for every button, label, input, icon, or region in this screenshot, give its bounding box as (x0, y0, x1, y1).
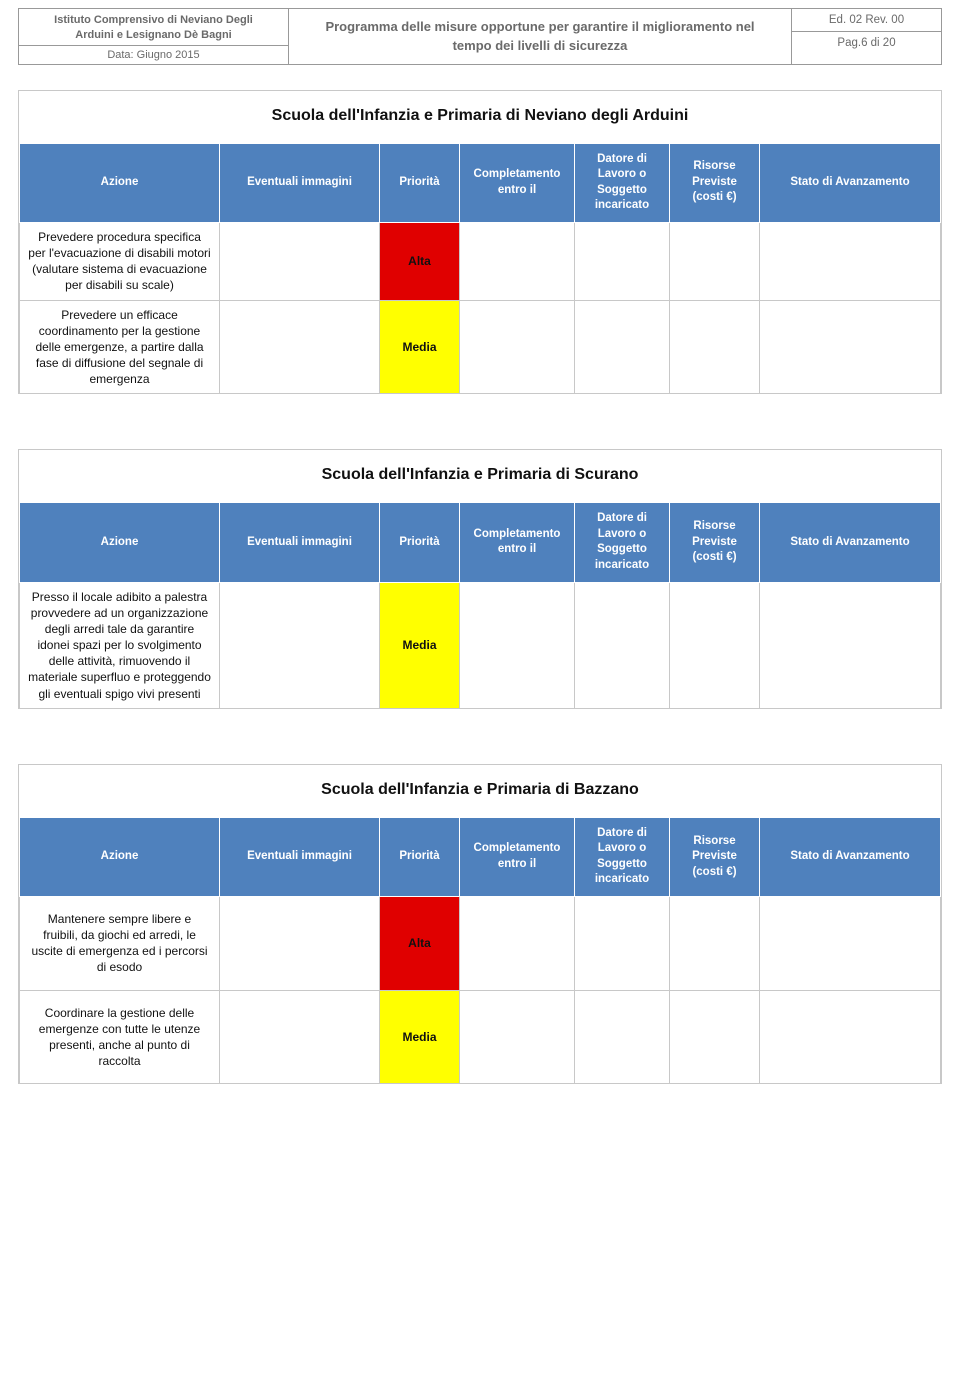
section-card: Scuola dell'Infanzia e Primaria di Bazza… (18, 764, 942, 1085)
hdr-org-line1: Istituto Comprensivo di Neviano Degli (54, 14, 253, 26)
col-completamento-header: Completamento entro il (460, 817, 575, 896)
cell-immagini (220, 990, 380, 1084)
hdr-meta: Ed. 02 Rev. 00 Pag.6 di 20 (791, 9, 941, 64)
col-priorita-header: Priorità (380, 503, 460, 582)
col-datore-header: Datore di Lavoro o Soggetto incaricato (575, 143, 670, 222)
cell-stato (760, 582, 941, 708)
col-azione-header: Azione (20, 817, 220, 896)
cell-completamento (460, 582, 575, 708)
col-azione-header: Azione (20, 143, 220, 222)
cell-risorse (670, 582, 760, 708)
cell-risorse (670, 300, 760, 394)
cell-risorse (670, 896, 760, 990)
col-priorita-header: Priorità (380, 817, 460, 896)
cell-datore (575, 300, 670, 394)
cell-azione: Coordinare la gestione delle emergenze c… (20, 990, 220, 1084)
cell-stato (760, 896, 941, 990)
col-completamento-header: Completamento entro il (460, 503, 575, 582)
col-immagini-header: Eventuali immagini (220, 503, 380, 582)
cell-datore (575, 896, 670, 990)
col-immagini-header: Eventuali immagini (220, 817, 380, 896)
cell-completamento (460, 896, 575, 990)
col-immagini-header: Eventuali immagini (220, 143, 380, 222)
col-azione-header: Azione (20, 503, 220, 582)
col-risorse-header: Risorse Previste (costi €) (670, 503, 760, 582)
col-datore-header: Datore di Lavoro o Soggetto incaricato (575, 503, 670, 582)
cell-azione: Prevedere procedura specifica per l'evac… (20, 222, 220, 300)
cell-priorita: Media (380, 582, 460, 708)
section-title: Scuola dell'Infanzia e Primaria di Bazza… (19, 764, 941, 817)
hdr-date: Data: Giugno 2015 (19, 46, 288, 64)
col-risorse-header: Risorse Previste (costi €) (670, 143, 760, 222)
col-priorita-header: Priorità (380, 143, 460, 222)
cell-stato (760, 222, 941, 300)
hdr-org: Istituto Comprensivo di Neviano Degli Ar… (19, 9, 289, 64)
cell-stato (760, 990, 941, 1084)
table-row: Prevedere un efficace coordinamento per … (20, 300, 941, 394)
cell-priorita: Alta (380, 222, 460, 300)
cell-azione: Prevedere un efficace coordinamento per … (20, 300, 220, 394)
col-risorse-header: Risorse Previste (costi €) (670, 817, 760, 896)
document-header: Istituto Comprensivo di Neviano Degli Ar… (18, 8, 942, 65)
actions-table: AzioneEventuali immaginiPrioritàCompleta… (19, 817, 941, 1085)
cell-azione: Presso il locale adibito a palestra prov… (20, 582, 220, 708)
cell-priorita: Media (380, 990, 460, 1084)
col-stato-header: Stato di Avanzamento (760, 503, 941, 582)
section-title: Scuola dell'Infanzia e Primaria di Nevia… (19, 90, 941, 143)
hdr-program-title: Programma delle misure opportune per gar… (289, 9, 791, 64)
cell-immagini (220, 300, 380, 394)
col-datore-header: Datore di Lavoro o Soggetto incaricato (575, 817, 670, 896)
cell-completamento (460, 300, 575, 394)
col-completamento-header: Completamento entro il (460, 143, 575, 222)
cell-datore (575, 990, 670, 1084)
cell-completamento (460, 222, 575, 300)
cell-datore (575, 582, 670, 708)
table-row: Presso il locale adibito a palestra prov… (20, 582, 941, 708)
hdr-org-name: Istituto Comprensivo di Neviano Degli Ar… (19, 9, 288, 46)
section-card: Scuola dell'Infanzia e Primaria di Nevia… (18, 90, 942, 395)
cell-immagini (220, 582, 380, 708)
cell-priorita: Alta (380, 896, 460, 990)
actions-table: AzioneEventuali immaginiPrioritàCompleta… (19, 143, 941, 395)
cell-stato (760, 300, 941, 394)
hdr-page: Pag.6 di 20 (792, 32, 941, 54)
cell-priorita: Media (380, 300, 460, 394)
cell-immagini (220, 896, 380, 990)
cell-azione: Mantenere sempre libere e fruibili, da g… (20, 896, 220, 990)
cell-risorse (670, 990, 760, 1084)
cell-risorse (670, 222, 760, 300)
table-row: Coordinare la gestione delle emergenze c… (20, 990, 941, 1084)
col-stato-header: Stato di Avanzamento (760, 143, 941, 222)
table-row: Prevedere procedura specifica per l'evac… (20, 222, 941, 300)
hdr-org-line2: Arduini e Lesignano Dè Bagni (75, 29, 231, 41)
section-card: Scuola dell'Infanzia e Primaria di Scura… (18, 449, 942, 708)
hdr-ed-rev: Ed. 02 Rev. 00 (792, 9, 941, 32)
col-stato-header: Stato di Avanzamento (760, 817, 941, 896)
cell-datore (575, 222, 670, 300)
actions-table: AzioneEventuali immaginiPrioritàCompleta… (19, 502, 941, 708)
cell-immagini (220, 222, 380, 300)
section-title: Scuola dell'Infanzia e Primaria di Scura… (19, 449, 941, 502)
table-row: Mantenere sempre libere e fruibili, da g… (20, 896, 941, 990)
cell-completamento (460, 990, 575, 1084)
